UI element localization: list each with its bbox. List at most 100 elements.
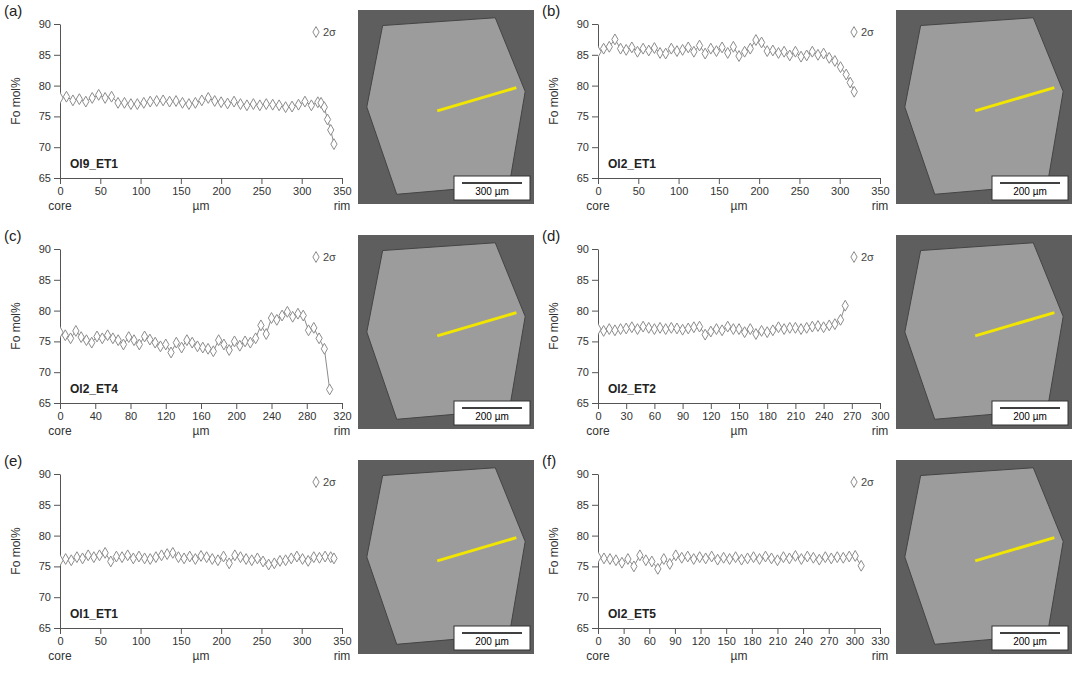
data-point [775,322,781,333]
error-label: 2σ [323,26,336,38]
data-point [205,343,211,354]
tick-mark [592,147,598,148]
core-label: core [586,424,610,438]
crystal [905,18,1063,195]
tick-mark [777,628,778,634]
tick-mark [54,249,60,250]
error-marker [851,477,857,488]
tick-label: 200 [212,185,230,197]
data-point [715,554,721,565]
data-point [308,100,314,111]
tick-label: 160 [192,410,210,422]
tick-mark [592,86,598,87]
tick: 85 [577,499,598,511]
tick-mark [592,178,598,179]
data-point [96,89,102,100]
y-axis-title: Fo mol% [547,527,561,575]
tick-mark [201,403,202,409]
tick-label: 150 [718,635,736,647]
data-point [277,555,283,566]
data-point [708,43,714,54]
tick: 65 [39,397,60,409]
data-point [321,343,327,354]
profile-line [60,312,330,390]
data-point [258,320,264,331]
data-point [113,551,119,562]
tick-label: 350 [333,185,351,197]
tick: 250 [253,178,271,197]
tick: 240 [815,403,833,422]
data-point [121,97,127,108]
data-point [96,550,102,561]
tick: 240 [263,403,281,422]
data-point [192,97,198,108]
data-point [713,324,719,335]
tick-label: 75 [577,335,589,347]
data-point [792,322,798,333]
data-point [625,554,631,565]
data-point [770,45,776,56]
data-point [738,554,744,565]
tick-label: 0 [595,635,601,647]
data-point [607,554,613,565]
tick-label: 270 [843,410,861,422]
data-point [663,48,669,59]
tick: 210 [787,403,805,422]
scale-label: 200 µm [475,636,509,647]
tick-mark [307,403,308,409]
tick: 60 [649,403,661,422]
data-point [158,550,164,561]
data-point [89,92,95,103]
tick: 150 [718,628,736,647]
sample-label: Ol2_ET2 [608,382,656,396]
x-axis: 050100150200250300350 [57,178,351,197]
tick-label: 90 [577,243,589,255]
data-point [858,560,864,571]
tick-label: 90 [39,18,51,30]
data-point [91,552,97,563]
data-point [815,321,821,332]
panel-label: (e) [4,452,22,469]
image-ground [358,235,534,429]
profile-trace [975,538,1054,561]
y-axis: 657075808590 [39,243,61,409]
data-point [147,96,153,107]
tick-label: 65 [39,172,51,184]
tick-mark [592,597,598,598]
data-point [79,553,85,564]
tick-mark [302,178,303,184]
tick-label: 150 [172,635,190,647]
data-point [110,333,116,344]
data-point [730,41,736,52]
data-point [809,46,815,57]
tick-mark [54,86,60,87]
data-point [160,95,166,106]
tick-label: 85 [577,49,589,61]
data-point [786,553,792,564]
sample-label: Ol1_ET1 [70,607,118,621]
data-point [288,553,294,564]
error-label: 2σ [323,251,336,263]
tick-mark [592,249,598,250]
data-point [832,56,838,67]
tick: 90 [677,403,689,422]
data-point [83,335,89,346]
data-point [260,556,266,567]
data-point [617,43,623,54]
tick-mark [592,372,598,373]
data-point [702,48,708,59]
tick-mark [683,403,684,409]
tick: 85 [39,499,60,511]
tick: 180 [759,403,777,422]
tick-mark [54,280,60,281]
data-point [221,339,227,350]
data-point [612,34,618,45]
plot-area [598,34,857,97]
tick-mark [675,628,676,634]
image-ground [358,10,534,204]
tick-mark [261,628,262,634]
tick-mark [711,403,712,409]
x-axis: 0306090120150180210240270300330 [595,628,889,647]
tick: 85 [39,274,60,286]
tick-label: 240 [794,635,812,647]
